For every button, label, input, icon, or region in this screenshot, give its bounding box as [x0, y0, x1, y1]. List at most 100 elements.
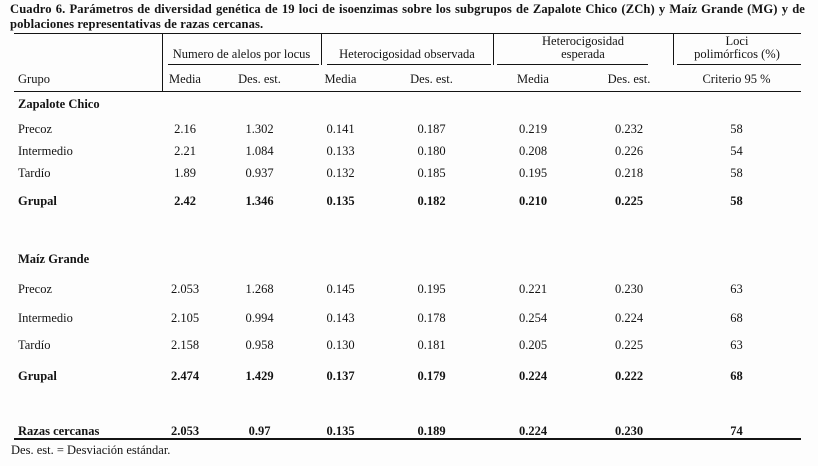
cell-value: 0.178: [417, 311, 446, 325]
cell-value: 0.225: [614, 338, 644, 352]
cell-value: 0.225: [614, 194, 644, 208]
cell-value: 0.143: [326, 311, 355, 325]
group-header-loci-polimorficos: Loci polimórficos (%): [673, 33, 801, 64]
cell-value: 0.230: [614, 282, 644, 296]
cell-value: 0.205: [518, 338, 548, 352]
cell-value: 0.179: [417, 369, 446, 383]
cell-value: 0.137: [326, 369, 355, 383]
row-label: Razas cercanas: [18, 424, 100, 438]
table-bottom-rule: [14, 438, 801, 440]
column-header: Media: [169, 72, 201, 86]
cell-value: 0.189: [417, 424, 446, 438]
row-label: Intermedio: [18, 144, 73, 158]
cell-value: 0.219: [518, 122, 548, 136]
header-bottom-rule: [14, 91, 801, 92]
table-row: Precoz 2.053 1.268 0.145 0.195 0.221 0.2…: [0, 282, 814, 298]
group-header-line: Numero de alelos por locus: [172, 47, 311, 61]
section-label: Maíz Grande: [18, 252, 90, 266]
cell-value: 0.226: [614, 144, 644, 158]
group-header-underline: [168, 64, 319, 65]
table-top-rule: [14, 33, 801, 34]
cell-value: 0.145: [326, 282, 355, 296]
cell-value: 0.132: [326, 166, 355, 180]
cell-value: 58: [730, 194, 743, 208]
cell-value: 0.135: [326, 424, 355, 438]
cell-value: 0.97: [248, 424, 271, 438]
cell-value: 0.224: [518, 424, 548, 438]
cell-value: 0.208: [518, 144, 548, 158]
cell-value: 1.89: [174, 166, 196, 180]
cell-value: 0.141: [326, 122, 355, 136]
cell-value: 1.429: [245, 369, 274, 383]
cell-value: 0.218: [614, 166, 644, 180]
table-row: Intermedio 2.105 0.994 0.143 0.178 0.254…: [0, 311, 814, 327]
cell-value: 0.222: [614, 369, 644, 383]
group-header-line: Heterocigosidad observada: [339, 47, 475, 61]
cell-value: 68: [730, 369, 743, 383]
group-header-line: Heterocigosidad: [542, 34, 624, 48]
group-header-het-observada: Heterocigosidad observada: [321, 33, 493, 64]
cell-value: 63: [730, 338, 743, 352]
cell-value: 0.224: [518, 369, 548, 383]
group-header-line: polimórficos (%): [694, 47, 780, 61]
header-vertical-divider: [673, 33, 674, 65]
column-header: Grupo: [18, 72, 50, 86]
cell-value: 1.084: [245, 144, 274, 158]
group-header-het-esperada: Heterocigosidad esperada: [493, 33, 673, 64]
row-label: Intermedio: [18, 311, 73, 325]
row-label: Precoz: [18, 122, 53, 136]
cell-value: 0.937: [245, 166, 274, 180]
table-row: Precoz 2.16 1.302 0.141 0.187 0.219 0.23…: [0, 122, 814, 138]
cell-value: 0.135: [326, 194, 355, 208]
column-header: Media: [517, 72, 549, 86]
table-row: Tardío 1.89 0.937 0.132 0.185 0.195 0.21…: [0, 166, 814, 182]
cell-value: 0.232: [614, 122, 644, 136]
table-row: Tardío 2.158 0.958 0.130 0.181 0.205 0.2…: [0, 338, 814, 354]
column-header: Des. est.: [607, 72, 651, 86]
cell-value: 2.158: [170, 338, 200, 352]
cell-value: 0.133: [326, 144, 355, 158]
row-label: Tardío: [18, 166, 51, 180]
group-header-underline: [497, 64, 648, 65]
group-header-line: esperada: [561, 47, 605, 61]
cell-value: 0.994: [245, 311, 274, 325]
cell-value: 1.302: [245, 122, 274, 136]
cell-value: 0.210: [518, 194, 548, 208]
cell-value: 2.053: [170, 282, 200, 296]
group-header-underline: [677, 64, 801, 65]
group-header-underline: [327, 64, 491, 65]
row-label: Grupal: [18, 194, 57, 208]
cell-value: 58: [730, 122, 743, 136]
column-header: Des. est.: [410, 72, 453, 86]
row-label: Precoz: [18, 282, 53, 296]
group-header-alelos: Numero de alelos por locus: [162, 33, 321, 64]
cell-value: 1.268: [245, 282, 274, 296]
table-row: Razas cercanas 2.053 0.97 0.135 0.189 0.…: [0, 424, 814, 440]
cell-value: 0.130: [326, 338, 355, 352]
column-header: Media: [324, 72, 357, 86]
cell-value: 0.958: [245, 338, 274, 352]
cell-value: 58: [730, 166, 743, 180]
table-row: Intermedio 2.21 1.084 0.133 0.180 0.208 …: [0, 144, 814, 160]
cell-value: 0.224: [614, 311, 644, 325]
table-row: Grupal 2.474 1.429 0.137 0.179 0.224 0.2…: [0, 369, 814, 385]
cell-value: 68: [730, 311, 743, 325]
cell-value: 0.180: [417, 144, 446, 158]
cell-value: 2.474: [170, 369, 200, 383]
table-caption: Cuadro 6. Parámetros de diversidad genét…: [10, 2, 805, 31]
table-section-row: Zapalote Chico: [0, 97, 814, 113]
cell-value: 0.187: [417, 122, 446, 136]
cell-value: 0.195: [417, 282, 446, 296]
cell-value: 0.185: [417, 166, 446, 180]
table-section-row: Maíz Grande: [0, 252, 814, 268]
column-header: Des. est.: [238, 72, 281, 86]
column-header: Criterio 95 %: [702, 72, 771, 86]
cell-value: 63: [730, 282, 743, 296]
row-label: Tardío: [18, 338, 51, 352]
header-vertical-divider: [162, 33, 163, 91]
header-vertical-divider: [493, 33, 494, 65]
table-footnote: Des. est. = Desviación estándar.: [11, 443, 171, 457]
cell-value: 74: [730, 424, 743, 438]
cell-value: 0.182: [417, 194, 446, 208]
